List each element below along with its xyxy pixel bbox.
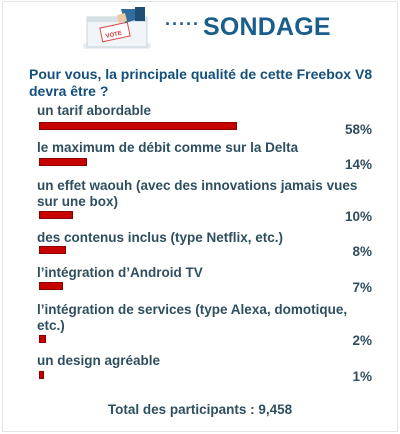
poll-question: Pour vous, la principale qualité de cett… <box>29 66 373 99</box>
option-label: un design agréable <box>37 353 161 368</box>
option-bar <box>39 335 46 343</box>
option-percent: 2% <box>352 333 372 348</box>
option-bar <box>39 158 87 166</box>
total-participants: Total des participants : 9,458 <box>107 402 293 417</box>
option-label: le maximum de débit comme sur la Delta <box>37 140 299 155</box>
option-percent: 58% <box>344 122 372 137</box>
poll-title: SONDAGE <box>203 13 331 41</box>
option-percent: 7% <box>352 280 372 295</box>
option-label: un effet waouh (avec des innovations jam… <box>37 178 358 209</box>
header-dots: ····· <box>165 14 200 34</box>
option-percent: 14% <box>344 157 372 172</box>
option-bar <box>39 246 66 254</box>
option-percent: 8% <box>352 244 372 259</box>
option-label: des contenus inclus (type Netflix, etc.) <box>37 230 284 245</box>
option-bar <box>39 211 73 219</box>
ballot-box-icon: VOTE <box>83 7 151 49</box>
option-bar <box>39 122 237 130</box>
option-bar <box>39 282 63 290</box>
ballot-text: VOTE <box>105 31 122 40</box>
option-label: un tarif abordable <box>37 103 152 118</box>
option-percent: 10% <box>344 209 372 224</box>
option-percent: 1% <box>352 369 372 384</box>
poll-header: VOTE ····· SONDAGE <box>3 2 397 54</box>
option-label: l’intégration de services (type Alexa, d… <box>37 302 348 333</box>
option-bar <box>39 371 44 379</box>
option-label: l’intégration d’Android TV <box>37 265 203 280</box>
poll-options: un tarif abordable 58% le maximum de déb… <box>3 2 397 431</box>
